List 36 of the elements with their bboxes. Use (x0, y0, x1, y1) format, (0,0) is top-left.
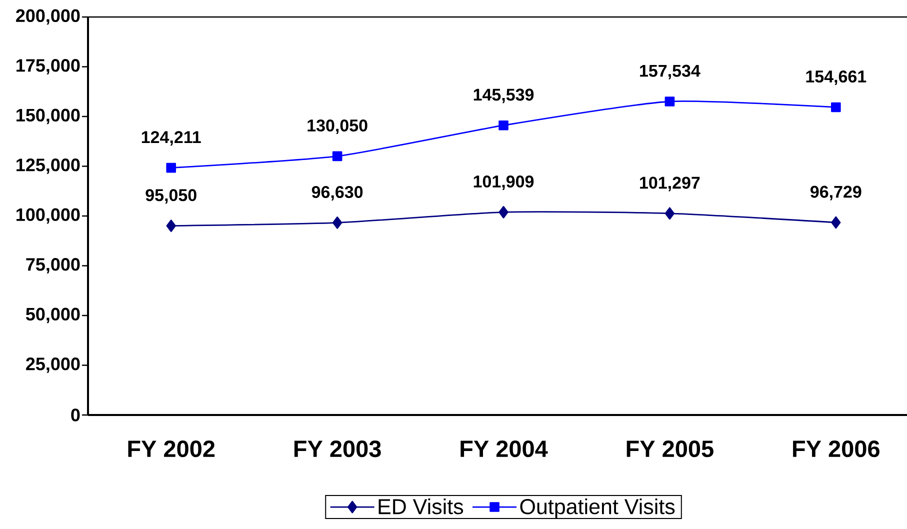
data-label: 145,539 (474, 88, 534, 104)
point (166, 220, 176, 232)
x-tick-label: FY 2006 (793, 440, 880, 458)
x-tick-label: FY 2004 (460, 440, 548, 458)
y-tick-label: 175,000 (16, 59, 80, 74)
point (498, 120, 508, 130)
data-label: 157,534 (640, 64, 700, 80)
point (332, 151, 342, 162)
y-tick-label: 50,000 (26, 308, 80, 324)
data-label: 96,729 (810, 186, 862, 200)
y-tick-label: 75,000 (26, 258, 80, 274)
x-tick-label: FY 2002 (128, 440, 215, 458)
data-label: 95,050 (146, 189, 196, 204)
point (831, 102, 841, 112)
point (166, 162, 176, 173)
legend-label: Outpatient Visits (520, 498, 675, 519)
data-label: 96,630 (312, 186, 363, 200)
point (498, 206, 508, 218)
x-tick-label: FY 2005 (626, 440, 714, 458)
data-label: 130,050 (308, 119, 368, 134)
y-tick-label: 125,000 (16, 158, 80, 174)
y-tick-label: 100,000 (16, 208, 80, 224)
data-label: 124,211 (142, 131, 201, 146)
point (664, 207, 675, 220)
point (831, 216, 841, 229)
legend-label: ED Visits (378, 498, 464, 514)
data-label: 154,661 (806, 70, 866, 86)
point (332, 216, 342, 229)
y-tick-label: 150,000 (16, 108, 80, 124)
x-tick-label: FY 2003 (294, 440, 381, 458)
data-label: 101,297 (640, 176, 700, 192)
point (664, 96, 675, 106)
data-label: 101,909 (474, 175, 534, 190)
y-tick-label: 200,000 (16, 9, 80, 25)
y-tick-label: 25,000 (26, 358, 80, 373)
y-tick-label: 0 (71, 408, 80, 422)
